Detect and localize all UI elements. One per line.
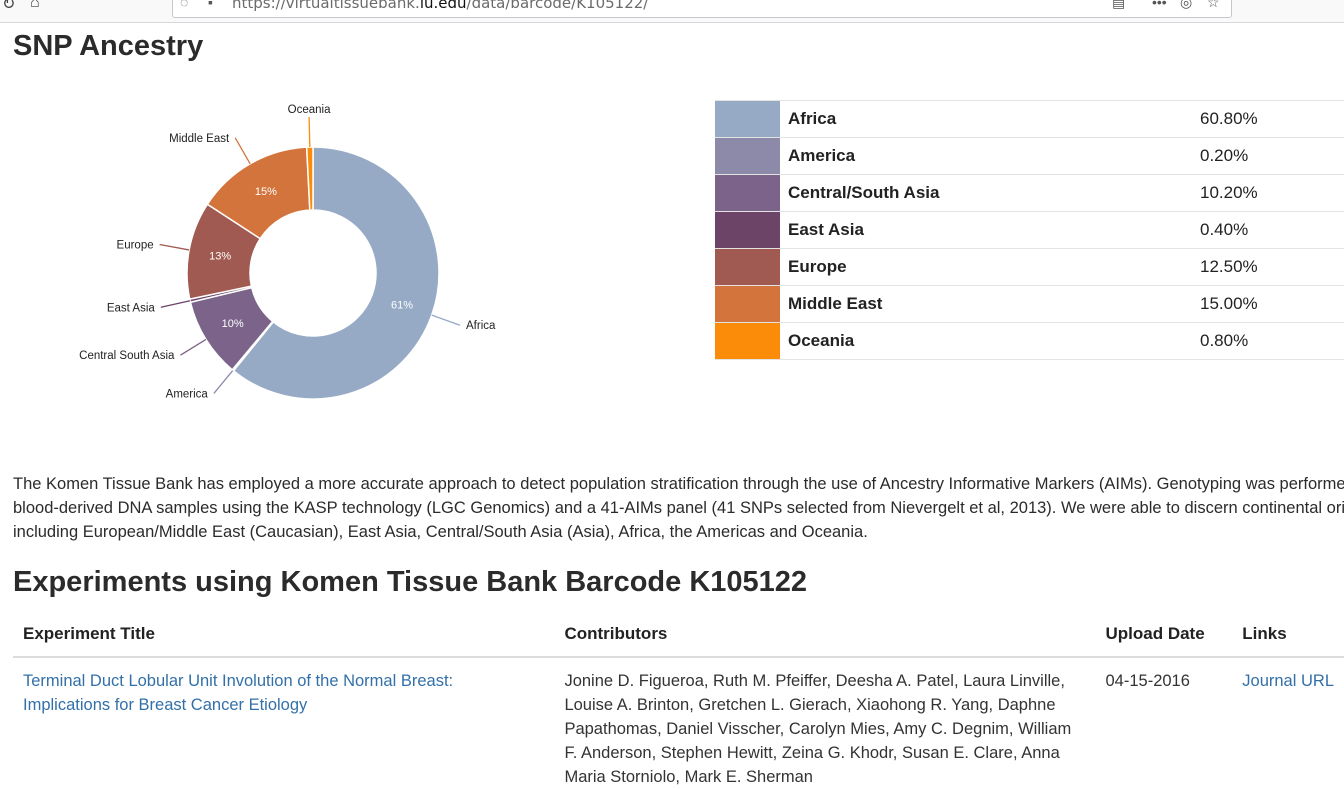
slice-percent-label: 13% bbox=[209, 251, 231, 263]
leader-line bbox=[308, 117, 311, 148]
slice-africa[interactable] bbox=[232, 146, 440, 400]
header-experiment-title: Experiment Title bbox=[13, 614, 555, 658]
legend-percentage: 0.20% bbox=[1200, 137, 1344, 175]
ancestry-description: The Komen Tissue Bank has employed a mor… bbox=[13, 475, 1344, 541]
address-bar[interactable] bbox=[172, 0, 1232, 18]
experiments-heading: Experiments using Komen Tissue Bank Barc… bbox=[13, 566, 808, 598]
slice-percent-label: 15% bbox=[255, 186, 277, 198]
legend-swatch bbox=[715, 174, 780, 212]
bookmark-star-icon[interactable]: ☆ bbox=[1207, 0, 1220, 10]
leader-line bbox=[213, 369, 234, 394]
slice-region-label: Middle East bbox=[169, 133, 230, 145]
legend-swatch bbox=[715, 100, 780, 138]
legend-swatch bbox=[715, 285, 780, 323]
slice-region-label: East Asia bbox=[107, 302, 156, 314]
legend-percentage: 0.80% bbox=[1200, 322, 1344, 360]
experiment-title-cell: Terminal Duct Lobular Unit Involution of… bbox=[13, 657, 554, 789]
tracking-shield-icon[interactable]: ◌ bbox=[180, 0, 189, 10]
legend-region-name: Africa bbox=[780, 100, 1200, 138]
legend-row: East Asia 0.40% bbox=[715, 211, 1344, 249]
legend-region-name: Central/South Asia bbox=[780, 174, 1200, 212]
contributors-cell: Jonine D. Figueroa, Ruth M. Pfeiffer, De… bbox=[564, 672, 1072, 786]
reload-icon[interactable]: ↻ bbox=[2, 0, 16, 13]
links-cell: Journal URL bbox=[1232, 657, 1344, 789]
experiments-header-row: Experiment Title Contributors Upload Dat… bbox=[13, 614, 1344, 658]
leader-line bbox=[431, 314, 461, 326]
legend-row: Middle East 15.00% bbox=[715, 285, 1344, 323]
leader-line bbox=[159, 243, 190, 251]
page-actions-icon[interactable]: ••• bbox=[1152, 0, 1167, 10]
slice-region-label: Oceania bbox=[288, 104, 331, 116]
legend-region-name: East Asia bbox=[780, 211, 1200, 249]
legend-percentage: 15.00% bbox=[1200, 285, 1344, 323]
header-contributors: Contributors bbox=[554, 614, 1096, 658]
legend-percentage: 0.40% bbox=[1200, 211, 1344, 249]
legend-swatch bbox=[715, 248, 780, 286]
legend-row: Africa 60.80% bbox=[715, 100, 1344, 138]
slice-percent-label: 10% bbox=[222, 318, 244, 330]
slice-region-label: America bbox=[166, 388, 209, 400]
header-links: Links bbox=[1232, 614, 1344, 658]
legend-region-name: Oceania bbox=[780, 322, 1200, 360]
experiments-table: Experiment Title Contributors Upload Dat… bbox=[13, 614, 1344, 789]
url-text[interactable]: https://virtualtissuebank.iu.edu/data/ba… bbox=[232, 0, 649, 12]
pocket-icon[interactable]: ◎ bbox=[1180, 0, 1193, 10]
slice-region-label: Africa bbox=[466, 320, 496, 332]
slice-region-label: Europe bbox=[117, 239, 154, 251]
home-icon[interactable]: ⌂ bbox=[30, 0, 40, 11]
legend-region-name: America bbox=[780, 137, 1200, 175]
reader-view-icon[interactable]: ▤ bbox=[1112, 0, 1126, 10]
legend-percentage: 60.80% bbox=[1200, 100, 1344, 138]
legend-region-name: Europe bbox=[780, 248, 1200, 286]
experiment-title-link[interactable]: Terminal Duct Lobular Unit Involution of… bbox=[23, 672, 454, 714]
legend-swatch bbox=[715, 211, 780, 249]
snp-ancestry-heading: SNP Ancestry bbox=[13, 30, 204, 62]
legend-swatch bbox=[715, 137, 780, 175]
browser-toolbar: ↻ ⌂ ◌ ▪ https://virtualtissuebank.iu.edu… bbox=[0, 0, 1344, 23]
leader-line bbox=[160, 300, 191, 308]
ancestry-legend-table: Africa 60.80% America 0.20% Central/South As… bbox=[715, 100, 1344, 360]
legend-row: Oceania 0.80% bbox=[715, 322, 1344, 360]
slice-oceania[interactable] bbox=[305, 146, 314, 211]
legend-row: Central/South Asia 10.20% bbox=[715, 174, 1344, 212]
slice-region-label: Central South Asia bbox=[79, 350, 175, 362]
slice-percent-label: 61% bbox=[391, 300, 413, 312]
legend-percentage: 10.20% bbox=[1200, 174, 1344, 212]
journal-url-link[interactable]: Journal URL bbox=[1242, 672, 1334, 690]
legend-row: Europe 12.50% bbox=[715, 248, 1344, 286]
leader-line bbox=[180, 338, 207, 356]
upload-date-cell: 04-15-2016 bbox=[1105, 672, 1190, 690]
legend-percentage: 12.50% bbox=[1200, 248, 1344, 286]
ancestry-donut-chart: 61% Africa America 10% Central South Asia Eas… bbox=[79, 104, 496, 400]
leader-line bbox=[234, 137, 251, 165]
table-row: Terminal Duct Lobular Unit Involution of… bbox=[13, 657, 1344, 789]
lock-icon[interactable]: ▪ bbox=[208, 0, 213, 10]
legend-row: America 0.20% bbox=[715, 137, 1344, 175]
header-upload-date: Upload Date bbox=[1095, 614, 1233, 658]
legend-swatch bbox=[715, 322, 780, 360]
legend-region-name: Middle East bbox=[780, 285, 1200, 323]
